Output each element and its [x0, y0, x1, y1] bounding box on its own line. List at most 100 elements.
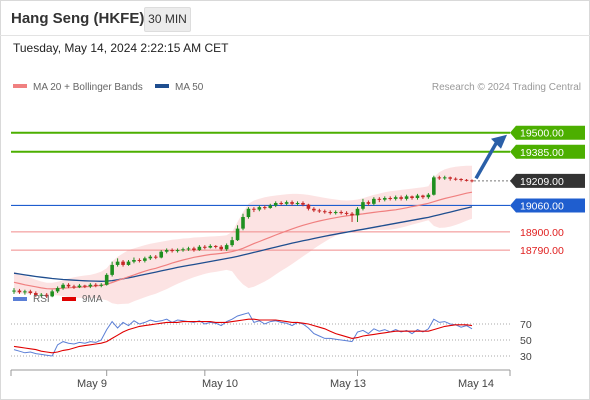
candle: [224, 245, 229, 250]
candle: [437, 177, 442, 179]
candle: [50, 291, 54, 297]
level-tag: [510, 198, 585, 213]
candle: [328, 212, 333, 214]
candle: [93, 284, 98, 286]
candle: [88, 284, 93, 287]
legend-ma20-swatch: [13, 84, 27, 88]
candle: [126, 261, 131, 265]
candle: [312, 208, 316, 211]
candle: [415, 195, 420, 199]
candle: [382, 198, 387, 200]
candle: [399, 197, 403, 199]
candle: [104, 274, 109, 285]
candle: [143, 258, 147, 261]
level-label: 19060.00: [520, 200, 564, 212]
x-axis: May 9 May 10 May 13 May 14: [10, 370, 511, 390]
legend-9ma: 9MA: [82, 294, 103, 305]
x-axis-label: May 10: [202, 378, 238, 390]
level-tag: [510, 173, 585, 188]
level-tag: [510, 144, 585, 159]
candle: [426, 194, 431, 198]
candle: [148, 256, 153, 259]
candle: [393, 197, 398, 199]
candle: [432, 177, 436, 195]
candle: [273, 202, 278, 206]
candle: [442, 177, 447, 179]
level-label: 19385.00: [520, 147, 564, 159]
candle: [186, 248, 191, 250]
candle: [453, 178, 458, 180]
level-label: 19209.00: [520, 176, 564, 188]
candle: [55, 288, 60, 292]
candle: [39, 294, 44, 296]
x-axis-label: May 9: [77, 378, 107, 390]
x-axis-label: May 14: [458, 378, 494, 390]
candle: [295, 202, 300, 204]
instrument-title: Hang Seng (HKFE): [11, 10, 145, 27]
candle: [99, 284, 104, 286]
candle: [12, 290, 16, 292]
candle: [344, 212, 349, 214]
candle: [470, 180, 474, 182]
forecast-arrow: [474, 140, 499, 180]
candle: [164, 250, 169, 252]
candle: [372, 198, 376, 204]
candle: [339, 212, 343, 214]
candle: [137, 259, 142, 261]
legend-ma50: MA 50: [175, 82, 204, 93]
candle: [34, 293, 38, 296]
candle: [115, 261, 120, 265]
candle: [219, 246, 223, 250]
candle: [333, 212, 338, 214]
copyright: Research © 2024 Trading Central: [432, 82, 581, 93]
rsi-tick-label: 70: [520, 319, 532, 331]
bollinger-band: [14, 165, 472, 305]
candle: [448, 177, 452, 179]
candle: [23, 291, 27, 293]
rsi-9ma-line: [13, 318, 473, 354]
candle: [290, 202, 294, 204]
level-label: 18900.00: [520, 227, 564, 239]
candle: [459, 179, 463, 181]
ma50-line: [13, 206, 473, 282]
candle: [317, 210, 322, 212]
candle: [350, 213, 354, 216]
candle: [252, 208, 256, 210]
candle: [404, 196, 409, 199]
candle: [77, 285, 82, 288]
candle: [377, 198, 382, 200]
timeframe-button[interactable]: 30 MIN: [144, 7, 191, 32]
timestamp: Tuesday, May 14, 2024 2:22:15 AM CET: [13, 41, 229, 55]
candle: [361, 202, 365, 209]
candle: [181, 249, 185, 251]
candle: [213, 245, 218, 247]
legend-9ma-swatch: [62, 297, 76, 301]
legend-ma50-swatch: [155, 84, 169, 88]
candle: [322, 211, 327, 213]
candle: [121, 261, 125, 265]
candle: [355, 208, 360, 216]
candle: [284, 202, 289, 204]
candle: [306, 204, 311, 209]
candle: [268, 205, 273, 208]
candle: [301, 202, 305, 205]
candle: [246, 208, 251, 218]
candle: [192, 248, 196, 251]
candle: [366, 202, 371, 204]
candle: [197, 246, 202, 251]
candle: [241, 217, 245, 229]
rsi-line: [13, 312, 473, 357]
legend-ma20: MA 20 + Bollinger Bands: [33, 82, 143, 93]
candle: [410, 196, 414, 199]
chart-header: Hang Seng (HKFE) 30 MIN: [0, 0, 590, 36]
candle: [153, 256, 158, 258]
candle: [159, 251, 164, 258]
candle: [175, 250, 180, 252]
rsi-tick-label: 50: [520, 335, 532, 347]
candle: [464, 179, 469, 181]
candle: [235, 228, 240, 241]
price-panel: 19500.00 19385.00 19209.00 19060.00 18900.00…: [11, 125, 585, 305]
forecast-arrow-head: [491, 134, 507, 149]
legend-rsi-swatch: [13, 297, 27, 301]
